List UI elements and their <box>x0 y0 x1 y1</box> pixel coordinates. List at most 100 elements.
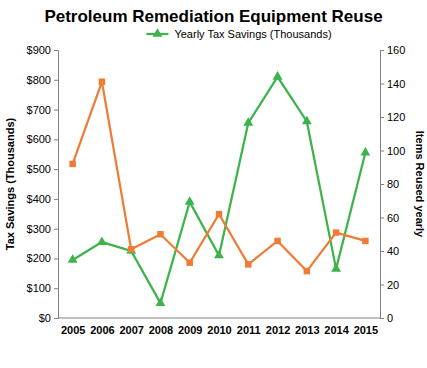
series-marker <box>245 261 251 267</box>
x-tick: 2008 <box>149 324 173 336</box>
y2-tick-mark <box>380 84 384 85</box>
x-tick: 2011 <box>237 324 261 336</box>
y-tick-mark <box>54 258 58 259</box>
y-tick-label: $700 <box>27 104 51 116</box>
x-tick: 2007 <box>119 324 143 336</box>
y-tick: $100 <box>27 282 58 294</box>
x-tick-label: 2007 <box>119 324 143 336</box>
y2-tick: 100 <box>380 145 405 157</box>
y2-tick-label: 0 <box>387 312 393 324</box>
y2-tick-mark <box>380 50 384 51</box>
x-tick: 2005 <box>61 324 85 336</box>
series-marker <box>214 250 224 259</box>
x-axis-line <box>58 318 380 319</box>
y-tick-label: $100 <box>27 282 51 294</box>
x-tick: 2009 <box>178 324 202 336</box>
y-axis-line <box>54 51 59 319</box>
y-tick-label: $0 <box>39 312 51 324</box>
y-tick: $900 <box>27 44 58 56</box>
series-marker <box>304 268 310 274</box>
x-tick-label: 2010 <box>207 324 231 336</box>
y2-tick-mark <box>380 318 384 319</box>
y-tick-mark <box>54 110 58 111</box>
series-marker <box>156 297 166 306</box>
y2-tick-mark <box>380 251 384 252</box>
legend-marker <box>152 28 162 37</box>
legend: Yearly Tax Savings (Thousands) <box>146 28 331 40</box>
series-marker <box>186 259 192 265</box>
y-tick-mark <box>54 199 58 200</box>
y-tick-mark <box>54 229 58 230</box>
y2-tick: 120 <box>380 111 405 123</box>
y-tick-label: $900 <box>27 44 51 56</box>
series-line <box>73 82 366 271</box>
y2-tick-mark <box>380 218 384 219</box>
y-tick-label: $200 <box>27 252 51 264</box>
x-tick-label: 2012 <box>266 324 290 336</box>
y-tick-mark <box>54 169 58 170</box>
y-tick: $0 <box>39 312 58 324</box>
y2-tick-label: 60 <box>387 212 399 224</box>
x-tick-label: 2006 <box>90 324 114 336</box>
y2-tick-mark <box>380 151 384 152</box>
y2-tick-label: 100 <box>387 145 405 157</box>
series-marker <box>68 254 78 263</box>
x-tick: 2006 <box>90 324 114 336</box>
chart: Petroleum Remediation Equipment Reuse$0$… <box>0 0 427 368</box>
series-marker <box>273 71 283 80</box>
x-tick-label: 2008 <box>149 324 173 336</box>
y2-tick-label: 40 <box>387 245 399 257</box>
series-marker <box>99 79 105 85</box>
x-tick: 2010 <box>207 324 231 336</box>
y-tick: $700 <box>27 104 58 116</box>
y2-axis-title: Items Reused yearly <box>414 131 426 238</box>
y-tick-label: $500 <box>27 163 51 175</box>
series-marker <box>360 147 370 156</box>
x-tick-label: 2011 <box>237 324 261 336</box>
x-tick: 2013 <box>295 324 319 336</box>
series-marker <box>333 229 339 235</box>
y2-tick: 40 <box>380 245 399 257</box>
y-tick: $800 <box>27 74 58 86</box>
y2-axis-line <box>381 51 385 319</box>
x-tick-label: 2014 <box>324 324 349 336</box>
y2-tick: 140 <box>380 78 405 90</box>
y-tick-label: $800 <box>27 74 51 86</box>
series-marker <box>185 196 195 205</box>
y2-tick: 20 <box>380 279 399 291</box>
y2-tick-label: 160 <box>387 44 405 56</box>
series-line <box>73 77 366 303</box>
y2-tick-label: 120 <box>387 111 405 123</box>
y2-tick: 160 <box>380 44 405 56</box>
series-marker <box>331 263 341 272</box>
y-tick: $200 <box>27 252 58 264</box>
series-marker <box>274 238 280 244</box>
series-marker <box>362 238 368 244</box>
background <box>0 0 427 368</box>
x-tick-label: 2005 <box>61 324 85 336</box>
series-marker <box>302 116 312 125</box>
y-axis-title: Tax Savings (Thousands) <box>4 117 16 250</box>
y2-tick-mark <box>380 184 384 185</box>
y2-tick: 80 <box>380 178 399 190</box>
y2-tick: 60 <box>380 212 399 224</box>
y-tick-mark <box>54 50 58 51</box>
title: Petroleum Remediation Equipment Reuse <box>44 7 382 26</box>
series-marker <box>128 246 134 252</box>
y-axis: $0 $100 $200 $300 $400 $500 $600 $700 $800 $900 <box>27 44 59 324</box>
y-tick: $400 <box>27 193 58 205</box>
x-tick-label: 2013 <box>295 324 319 336</box>
series-marker <box>157 231 163 237</box>
y-tick-mark <box>54 318 58 319</box>
series-marker <box>97 236 107 245</box>
x-tick: 2015 <box>354 324 378 336</box>
x-tick-label: 2015 <box>354 324 378 336</box>
y-tick: $300 <box>27 223 58 235</box>
x-tick: 2012 <box>266 324 290 336</box>
series-marker <box>243 117 253 126</box>
y-tick-mark <box>54 80 58 81</box>
series-marker <box>216 211 222 217</box>
y2-tick-mark <box>380 117 384 118</box>
y2-tick: 0 <box>380 312 393 324</box>
y-tick-label: $600 <box>27 133 51 145</box>
